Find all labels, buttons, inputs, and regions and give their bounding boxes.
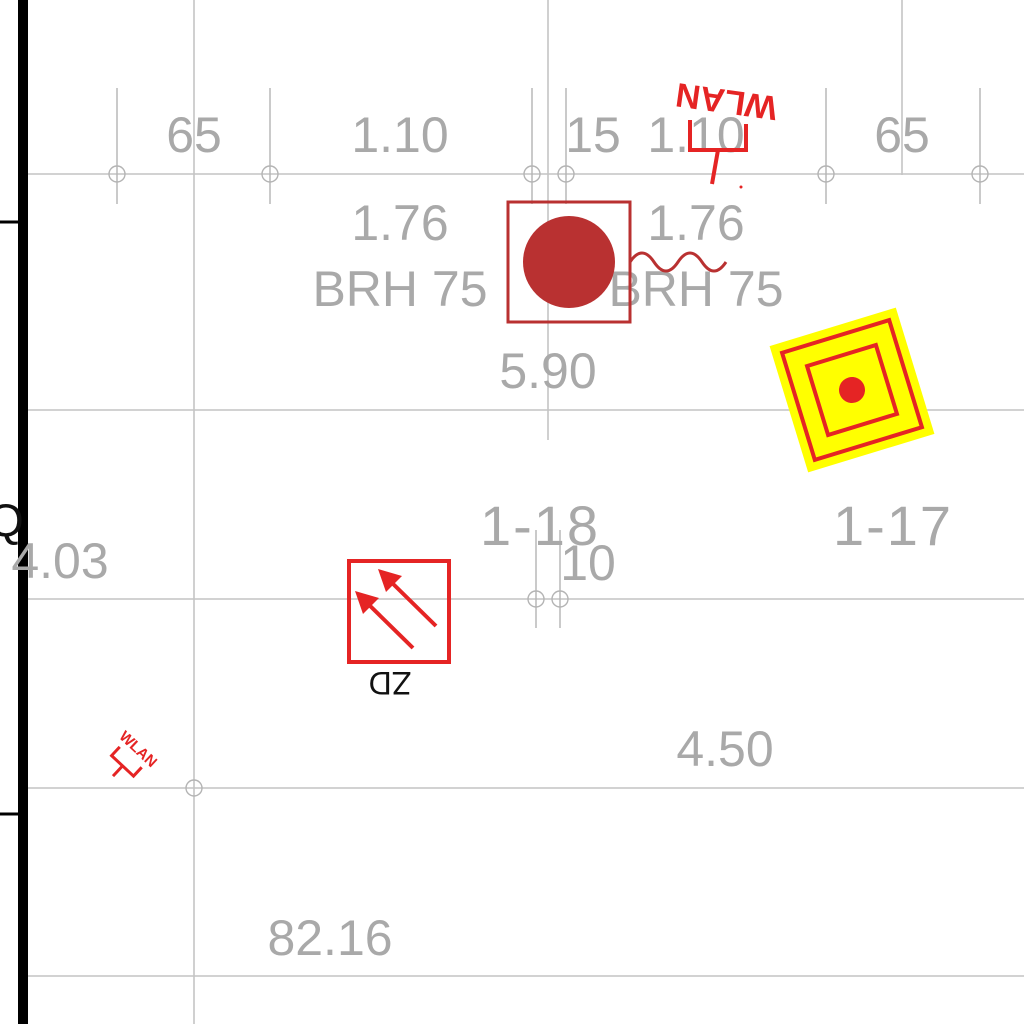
red-disc-in-square-icon <box>506 200 728 324</box>
dim-label-110-right: 1.10 <box>647 107 744 163</box>
dim-label-590: 5.90 <box>499 343 596 399</box>
zd-label: ZD <box>369 665 412 701</box>
window-width-left: 1.76 <box>351 195 448 251</box>
dim-label-110-left: 1.10 <box>351 107 448 163</box>
yellow-concentric-square-icon <box>769 307 935 473</box>
dim-label-65-left: 65 <box>166 107 222 163</box>
window-brh-right: BRH 75 <box>608 261 783 317</box>
wlan-antenna-icon-left: WLAN <box>109 728 160 779</box>
window-width-right: 1.76 <box>647 195 744 251</box>
area-label-8216: 82.16 <box>267 910 392 966</box>
dimension-ticks-top <box>108 88 989 204</box>
dim-label-65-right: 65 <box>874 107 930 163</box>
grid-lines <box>28 0 1024 1024</box>
edge-letter: Q <box>0 494 24 546</box>
window-brh-left: BRH 75 <box>312 261 487 317</box>
dim-label-15: 15 <box>565 107 621 163</box>
room-number-1-18: 1-18 <box>480 494 600 557</box>
dim-label-10: 10 <box>560 535 616 591</box>
double-arrow-box-icon <box>347 559 451 664</box>
left-wall <box>0 0 28 1024</box>
dim-label-403: 4.03 <box>11 533 108 589</box>
room-number-1-17: 1-17 <box>833 494 953 557</box>
dim-label-450: 4.50 <box>676 721 773 777</box>
dimension-ticks-mid <box>185 530 569 797</box>
